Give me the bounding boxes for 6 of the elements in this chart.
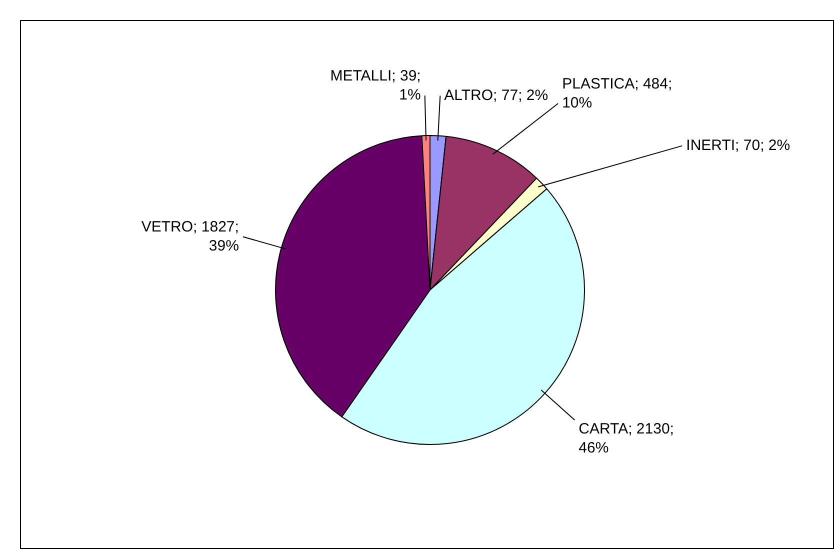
slice-label: ALTRO; 77; 2% bbox=[444, 86, 548, 104]
slice-label: INERTI; 70; 2% bbox=[686, 136, 790, 154]
slice-label: METALLI; 39; 1% bbox=[330, 68, 421, 104]
slice-label: CARTA; 2130; 46% bbox=[578, 420, 674, 457]
slice-label: VETRO; 1827; 39% bbox=[141, 218, 239, 254]
slice-label: PLASTICA; 484; 10% bbox=[562, 76, 672, 112]
